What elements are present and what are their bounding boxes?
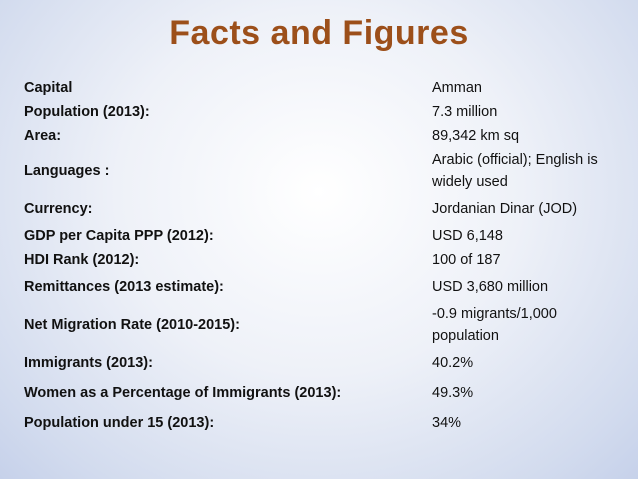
fact-row-population: Population (2013): 7.3 million <box>24 100 624 124</box>
fact-label: Population (2013): <box>24 104 150 120</box>
fact-row-immigrants: Immigrants (2013): 40.2% <box>24 348 624 378</box>
fact-label: GDP per Capita PPP (2012): <box>24 228 214 244</box>
fact-value: Jordanian Dinar (JOD) <box>432 201 578 217</box>
fact-label: Languages : <box>24 163 110 179</box>
fact-label: Currency: <box>24 201 93 217</box>
fact-value: 100 of 187 <box>432 252 501 268</box>
fact-value: Amman <box>432 80 482 96</box>
fact-value: 40.2% <box>432 355 474 371</box>
fact-row-gdp: GDP per Capita PPP (2012): USD 6,148 <box>24 224 624 248</box>
fact-value: -0.9 migrants/1,000 population <box>432 306 557 344</box>
fact-row-languages: Languages : Arabic (official); English i… <box>24 148 624 194</box>
page-title: Facts and Figures <box>169 14 469 52</box>
fact-label: Net Migration Rate (2010-2015): <box>24 317 240 333</box>
fact-value: USD 6,148 <box>432 228 503 244</box>
facts-table: Capital Amman Population (2013): 7.3 mil… <box>24 76 624 438</box>
fact-row-population-under-15: Population under 15 (2013): 34% <box>24 408 624 438</box>
fact-value: 89,342 km sq <box>432 128 520 144</box>
fact-value: USD 3,680 million <box>432 279 549 295</box>
fact-row-remittances: Remittances (2013 estimate): USD 3,680 m… <box>24 272 624 302</box>
fact-label: HDI Rank (2012): <box>24 252 140 268</box>
fact-value: 49.3% <box>432 385 474 401</box>
fact-row-currency: Currency: Jordanian Dinar (JOD) <box>24 194 624 224</box>
fact-label: Area: <box>24 128 62 144</box>
fact-row-hdi: HDI Rank (2012): 100 of 187 <box>24 248 624 272</box>
fact-row-capital: Capital Amman <box>24 76 624 100</box>
fact-label: Remittances (2013 estimate): <box>24 279 224 295</box>
fact-label: Capital <box>24 80 73 96</box>
fact-value: 7.3 million <box>432 104 498 120</box>
fact-row-women-immigrants: Women as a Percentage of Immigrants (201… <box>24 378 624 408</box>
fact-value: 34% <box>432 415 462 431</box>
fact-label: Population under 15 (2013): <box>24 415 215 431</box>
fact-row-area: Area: 89,342 km sq <box>24 124 624 148</box>
fact-row-net-migration: Net Migration Rate (2010-2015): -0.9 mig… <box>24 302 624 348</box>
fact-label: Immigrants (2013): <box>24 355 153 371</box>
fact-label: Women as a Percentage of Immigrants (201… <box>24 385 342 401</box>
fact-value: Arabic (official); English is widely use… <box>432 152 598 190</box>
